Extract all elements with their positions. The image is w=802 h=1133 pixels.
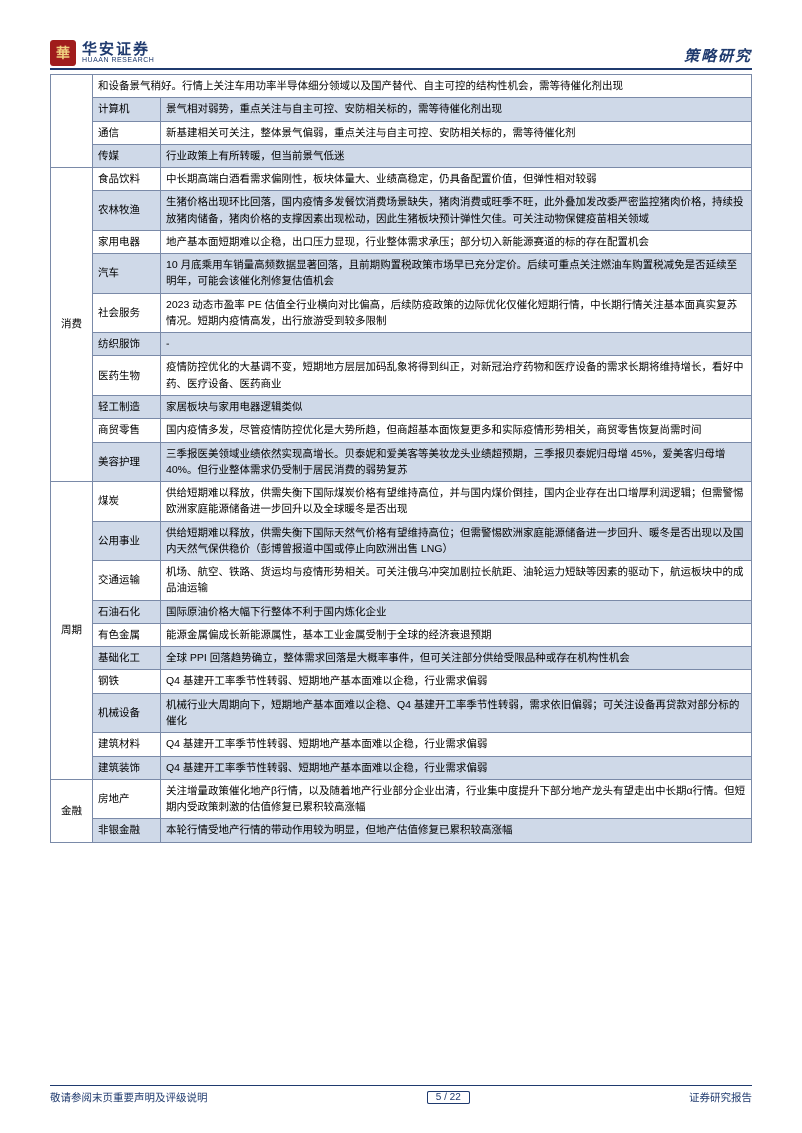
sector-cell: 食品饮料 xyxy=(93,168,161,191)
table-row: 金融房地产关注增量政策催化地产β行情，以及随着地产行业部分企业出清，行业集中度提… xyxy=(51,779,752,819)
table-row: 通信新基建相关可关注，整体景气偏弱，重点关注与自主可控、安防相关标的，需等待催化… xyxy=(51,121,752,144)
sector-cell: 煤炭 xyxy=(93,482,161,522)
description-cell: 10 月底乘用车销量高频数据显著回落，且前期购置税政策市场早已充分定价。后续可重… xyxy=(161,254,752,294)
sector-cell: 汽车 xyxy=(93,254,161,294)
description-cell: 中长期高端白酒看需求偏刚性，板块体量大、业绩高稳定，仍具备配置价值，但弹性相对较… xyxy=(161,168,752,191)
table-row: 和设备景气稍好。行情上关注车用功率半导体细分领域以及国产替代、自主可控的结构性机… xyxy=(51,75,752,98)
page-header: 華 华安证券 HUAAN RESEARCH 策略研究 xyxy=(50,40,752,70)
description-cell: 疫情防控优化的大基调不变，短期地方层层加码乱象将得到纠正，对新冠治疗药物和医疗设… xyxy=(161,356,752,396)
table-row: 公用事业供给短期难以释放，供需失衡下国际天然气价格有望维持高位；但需警惕欧洲家庭… xyxy=(51,521,752,561)
table-row: 石油石化国际原油价格大幅下行整体不利于国内炼化企业 xyxy=(51,600,752,623)
table-row: 周期煤炭供给短期难以释放，供需失衡下国际煤炭价格有望维持高位，并与国内煤价倒挂，… xyxy=(51,482,752,522)
sector-cell: 通信 xyxy=(93,121,161,144)
sector-cell: 社会服务 xyxy=(93,293,161,333)
table-row: 基础化工全球 PPI 回落趋势确立，整体需求回落是大概率事件，但可关注部分供给受… xyxy=(51,647,752,670)
table-row: 美容护理三季报医美领域业绩依然实现高增长。贝泰妮和爱美客等美妆龙头业绩超预期，三… xyxy=(51,442,752,482)
table-row: 交通运输机场、航空、铁路、货运均与疫情形势相关。可关注俄乌冲突加剧拉长航距、油轮… xyxy=(51,561,752,601)
description-cell: 机场、航空、铁路、货运均与疫情形势相关。可关注俄乌冲突加剧拉长航距、油轮运力短缺… xyxy=(161,561,752,601)
description-cell: - xyxy=(161,333,752,356)
sector-cell: 计算机 xyxy=(93,98,161,121)
sector-cell: 传媒 xyxy=(93,144,161,167)
logo-en: HUAAN RESEARCH xyxy=(82,57,154,64)
sector-cell: 非银金融 xyxy=(93,819,161,842)
sector-cell: 纺织服饰 xyxy=(93,333,161,356)
table-row: 家用电器地产基本面短期难以企稳，出口压力显现，行业整体需求承压；部分切入新能源赛… xyxy=(51,230,752,253)
description-cell: 机械行业大周期向下，短期地产基本面难以企稳、Q4 基建开工率季节性转弱，需求依旧… xyxy=(161,693,752,733)
table-row: 纺织服饰- xyxy=(51,333,752,356)
description-cell: 三季报医美领域业绩依然实现高增长。贝泰妮和爱美客等美妆龙头业绩超预期，三季报贝泰… xyxy=(161,442,752,482)
description-cell: 全球 PPI 回落趋势确立，整体需求回落是大概率事件，但可关注部分供给受限品种或… xyxy=(161,647,752,670)
sector-analysis-table: 和设备景气稍好。行情上关注车用功率半导体细分领域以及国产替代、自主可控的结构性机… xyxy=(50,74,752,843)
table-row: 机械设备机械行业大周期向下，短期地产基本面难以企稳、Q4 基建开工率季节性转弱，… xyxy=(51,693,752,733)
description-cell: 地产基本面短期难以企稳，出口压力显现，行业整体需求承压；部分切入新能源赛道的标的… xyxy=(161,230,752,253)
description-cell: 本轮行情受地产行情的带动作用较为明显，但地产估值修复已累积较高涨幅 xyxy=(161,819,752,842)
description-cell: 和设备景气稍好。行情上关注车用功率半导体细分领域以及国产替代、自主可控的结构性机… xyxy=(93,75,752,98)
description-cell: 新基建相关可关注，整体景气偏弱，重点关注与自主可控、安防相关标的，需等待催化剂 xyxy=(161,121,752,144)
table-row: 农林牧渔生猪价格出现环比回落，国内疫情多发餐饮消费场景缺失，猪肉消费或旺季不旺，… xyxy=(51,191,752,231)
description-cell: 国际原油价格大幅下行整体不利于国内炼化企业 xyxy=(161,600,752,623)
table-row: 计算机景气相对弱势，重点关注与自主可控、安防相关标的，需等待催化剂出现 xyxy=(51,98,752,121)
footer-report-type: 证券研究报告 xyxy=(689,1090,752,1105)
table-row: 建筑材料Q4 基建开工率季节性转弱、短期地产基本面难以企稳，行业需求偏弱 xyxy=(51,733,752,756)
table-row: 建筑装饰Q4 基建开工率季节性转弱、短期地产基本面难以企稳，行业需求偏弱 xyxy=(51,756,752,779)
table-row: 轻工制造家居板块与家用电器逻辑类似 xyxy=(51,395,752,418)
page-number: 5 / 22 xyxy=(427,1091,470,1104)
sector-cell: 家用电器 xyxy=(93,230,161,253)
table-row: 非银金融本轮行情受地产行情的带动作用较为明显，但地产估值修复已累积较高涨幅 xyxy=(51,819,752,842)
category-cell: 周期 xyxy=(51,482,93,780)
category-cell xyxy=(51,75,93,168)
logo-block: 華 华安证券 HUAAN RESEARCH xyxy=(50,40,154,66)
table-row: 有色金属能源金属偏成长新能源属性，基本工业金属受制于全球的经济衰退预期 xyxy=(51,623,752,646)
footer-disclaimer: 敬请参阅末页重要声明及评级说明 xyxy=(50,1090,208,1105)
sector-cell: 医药生物 xyxy=(93,356,161,396)
description-cell: 能源金属偏成长新能源属性，基本工业金属受制于全球的经济衰退预期 xyxy=(161,623,752,646)
description-cell: 国内疫情多发，尽管疫情防控优化是大势所趋，但商超基本面恢复更多和实际疫情形势相关… xyxy=(161,419,752,442)
description-cell: Q4 基建开工率季节性转弱、短期地产基本面难以企稳，行业需求偏弱 xyxy=(161,756,752,779)
sector-cell: 机械设备 xyxy=(93,693,161,733)
page-footer: 敬请参阅末页重要声明及评级说明 5 / 22 证券研究报告 xyxy=(50,1085,752,1105)
description-cell: 关注增量政策催化地产β行情，以及随着地产行业部分企业出清，行业集中度提升下部分地… xyxy=(161,779,752,819)
sector-cell: 农林牧渔 xyxy=(93,191,161,231)
sector-cell: 建筑材料 xyxy=(93,733,161,756)
table-row: 汽车10 月底乘用车销量高频数据显著回落，且前期购置税政策市场早已充分定价。后续… xyxy=(51,254,752,294)
table-row: 传媒行业政策上有所转暖，但当前景气低迷 xyxy=(51,144,752,167)
sector-cell: 建筑装饰 xyxy=(93,756,161,779)
sector-cell: 基础化工 xyxy=(93,647,161,670)
sector-cell: 轻工制造 xyxy=(93,395,161,418)
table-row: 医药生物疫情防控优化的大基调不变，短期地方层层加码乱象将得到纠正，对新冠治疗药物… xyxy=(51,356,752,396)
table-row: 钢铁Q4 基建开工率季节性转弱、短期地产基本面难以企稳，行业需求偏弱 xyxy=(51,670,752,693)
description-cell: 家居板块与家用电器逻辑类似 xyxy=(161,395,752,418)
sector-cell: 石油石化 xyxy=(93,600,161,623)
logo-text: 华安证券 HUAAN RESEARCH xyxy=(82,42,154,64)
sector-cell: 有色金属 xyxy=(93,623,161,646)
description-cell: 行业政策上有所转暖，但当前景气低迷 xyxy=(161,144,752,167)
header-title: 策略研究 xyxy=(684,45,752,66)
category-cell: 金融 xyxy=(51,779,93,842)
sector-cell: 交通运输 xyxy=(93,561,161,601)
table-row: 社会服务2023 动态市盈率 PE 估值全行业横向对比偏高，后续防疫政策的边际优… xyxy=(51,293,752,333)
sector-cell: 美容护理 xyxy=(93,442,161,482)
sector-cell: 钢铁 xyxy=(93,670,161,693)
logo-cn: 华安证券 xyxy=(82,42,154,57)
description-cell: Q4 基建开工率季节性转弱、短期地产基本面难以企稳，行业需求偏弱 xyxy=(161,733,752,756)
description-cell: Q4 基建开工率季节性转弱、短期地产基本面难以企稳，行业需求偏弱 xyxy=(161,670,752,693)
logo-mark-icon: 華 xyxy=(50,40,76,66)
description-cell: 生猪价格出现环比回落，国内疫情多发餐饮消费场景缺失，猪肉消费或旺季不旺，此外叠加… xyxy=(161,191,752,231)
description-cell: 供给短期难以释放，供需失衡下国际天然气价格有望维持高位；但需警惕欧洲家庭能源储备… xyxy=(161,521,752,561)
sector-cell: 公用事业 xyxy=(93,521,161,561)
table-row: 消费食品饮料中长期高端白酒看需求偏刚性，板块体量大、业绩高稳定，仍具备配置价值，… xyxy=(51,168,752,191)
description-cell: 景气相对弱势，重点关注与自主可控、安防相关标的，需等待催化剂出现 xyxy=(161,98,752,121)
table-row: 商贸零售国内疫情多发，尽管疫情防控优化是大势所趋，但商超基本面恢复更多和实际疫情… xyxy=(51,419,752,442)
sector-cell: 商贸零售 xyxy=(93,419,161,442)
category-cell: 消费 xyxy=(51,168,93,482)
sector-cell: 房地产 xyxy=(93,779,161,819)
description-cell: 2023 动态市盈率 PE 估值全行业横向对比偏高，后续防疫政策的边际优化仅催化… xyxy=(161,293,752,333)
description-cell: 供给短期难以释放，供需失衡下国际煤炭价格有望维持高位，并与国内煤价倒挂，国内企业… xyxy=(161,482,752,522)
